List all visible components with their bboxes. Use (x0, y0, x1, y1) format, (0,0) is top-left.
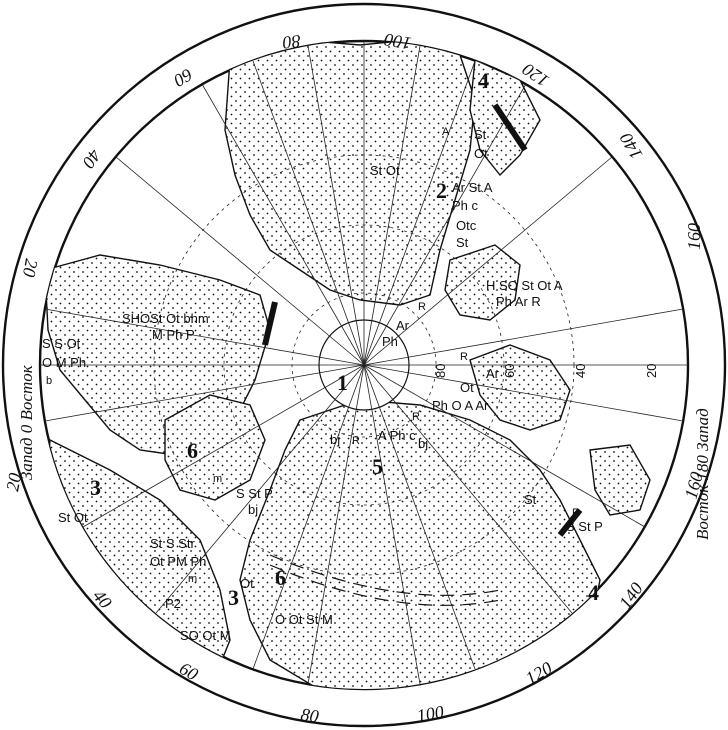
degree-60-bottom: 60 (176, 658, 202, 684)
symbol-a-top: A (442, 126, 450, 138)
frame-west-label: Запад 0 Восток (17, 364, 36, 480)
degree-20-left-bottom: 20 (2, 471, 25, 492)
symbol-st-s-str: St S Str (150, 536, 195, 551)
parallel-grid (153, 154, 575, 576)
symbol-bj-right: bj (418, 436, 428, 451)
degree-160-top: 160 (684, 223, 704, 250)
symbol-s-st-p: S St P (236, 486, 273, 501)
degree-140-bottom: 140 (615, 579, 647, 613)
symbol-ph-c: Ph c (452, 198, 479, 213)
symbol-r-bj: R (412, 411, 420, 423)
symbol-st-mid: St (456, 235, 469, 250)
symbol-m-ph-p: M Ph P (152, 327, 195, 342)
symbol-bj-left: bj (330, 432, 340, 447)
degree-40-bottom: 40 (89, 586, 116, 613)
symbol-ph-o-a-ar: Ph O A Ar (432, 398, 489, 413)
symbol-r-center: R (418, 301, 426, 313)
symbol-ph-center: Ph (382, 334, 398, 349)
meridian-grid (40, 41, 688, 685)
thrust-lines (262, 103, 583, 537)
region-3-bottom: 3 (228, 585, 239, 610)
symbol-ar-st-a: Ar St A (452, 180, 493, 195)
land-greenland (164, 394, 266, 501)
symbol-m-low: m (188, 573, 197, 585)
symbol-shos: SHOSt Ot bhm (122, 311, 209, 326)
region-6-left: 6 (187, 438, 198, 463)
region-2: 2 (436, 178, 447, 203)
region-4-bottom: 4 (588, 580, 599, 605)
symbol-r-right-low: R (572, 507, 580, 519)
degree-100-top: 100 (383, 29, 413, 53)
region-numbers: 1 2 3 3 4 4 5 6 6 (90, 68, 599, 610)
symbol-ar-right: Ar (486, 366, 500, 381)
symbol-st-top: St (474, 127, 487, 142)
symbol-so-ot-m: SO Ot M (180, 628, 231, 643)
symbol-ot-top: Ot (474, 146, 488, 161)
symbol-p2: P2 (165, 596, 181, 611)
symbol-otc: Otc (456, 218, 477, 233)
belt-dashed (269, 554, 501, 606)
degree-60-left-top: 60 (170, 65, 196, 91)
symbol-o-m-ph: O M Ph (42, 355, 86, 370)
degree-80-bottom: 80 (299, 704, 320, 726)
symbol-a-ph-c: A Ph c (378, 428, 416, 443)
latitude-20: 20 (644, 364, 659, 378)
symbol-r-low: R (352, 435, 360, 447)
land-america (239, 399, 601, 689)
degree-100-bottom: 100 (415, 702, 445, 726)
latitude-60: 60 (502, 364, 517, 378)
geological-symbols: A St Ot St Ot Ar St A Ph c Otc St H SO S… (42, 126, 603, 643)
frame-east-label: Восток 180 Запад (693, 408, 712, 540)
symbol-ot-low: Ot (240, 576, 254, 591)
symbol-s-s-ot: S S Ot (42, 336, 81, 351)
region-6-bottom: 6 (275, 565, 286, 590)
symbol-s-st-p-right: S St P (566, 519, 603, 534)
symbol-st-ot-left: St Ot (58, 510, 88, 525)
symbol-bj-mid: bj (248, 502, 258, 517)
degree-120-bottom: 120 (522, 658, 555, 689)
symbol-m-mid: m (213, 473, 222, 485)
symbol-r-right: R (460, 351, 468, 363)
degree-80-top: 80 (282, 31, 302, 53)
land-asia-north (224, 41, 476, 306)
symbol-o-ot-st-m: O Ot St M (275, 612, 333, 627)
land-east-arc (469, 344, 571, 431)
latitude-40: 40 (573, 364, 588, 378)
symbol-hso: H SO St Ot A (486, 278, 563, 293)
region-3-left: 3 (90, 475, 101, 500)
degree-20-left-top: 20 (19, 257, 42, 278)
symbol-st-right: St (524, 492, 537, 507)
latitude-labels: 20 40 60 80 (433, 364, 659, 378)
symbol-st-ot-center: St Ot (370, 163, 400, 178)
symbol-b-left: b (46, 375, 52, 387)
region-5: 5 (372, 454, 383, 479)
region-1: 1 (337, 370, 348, 395)
degree-40-left-top: 40 (78, 146, 105, 172)
land-islands-right (589, 444, 651, 516)
symbol-ph-ar-r: Ph Ar R (496, 294, 541, 309)
land-arctic-islands (444, 244, 521, 321)
latitude-80: 80 (433, 364, 448, 378)
region-4-top: 4 (478, 68, 489, 93)
symbol-ot-pm-ph: Ot PM Ph (150, 554, 206, 569)
symbol-ot-right: Ot (460, 380, 474, 395)
symbol-ar-center: Ar (396, 318, 410, 333)
